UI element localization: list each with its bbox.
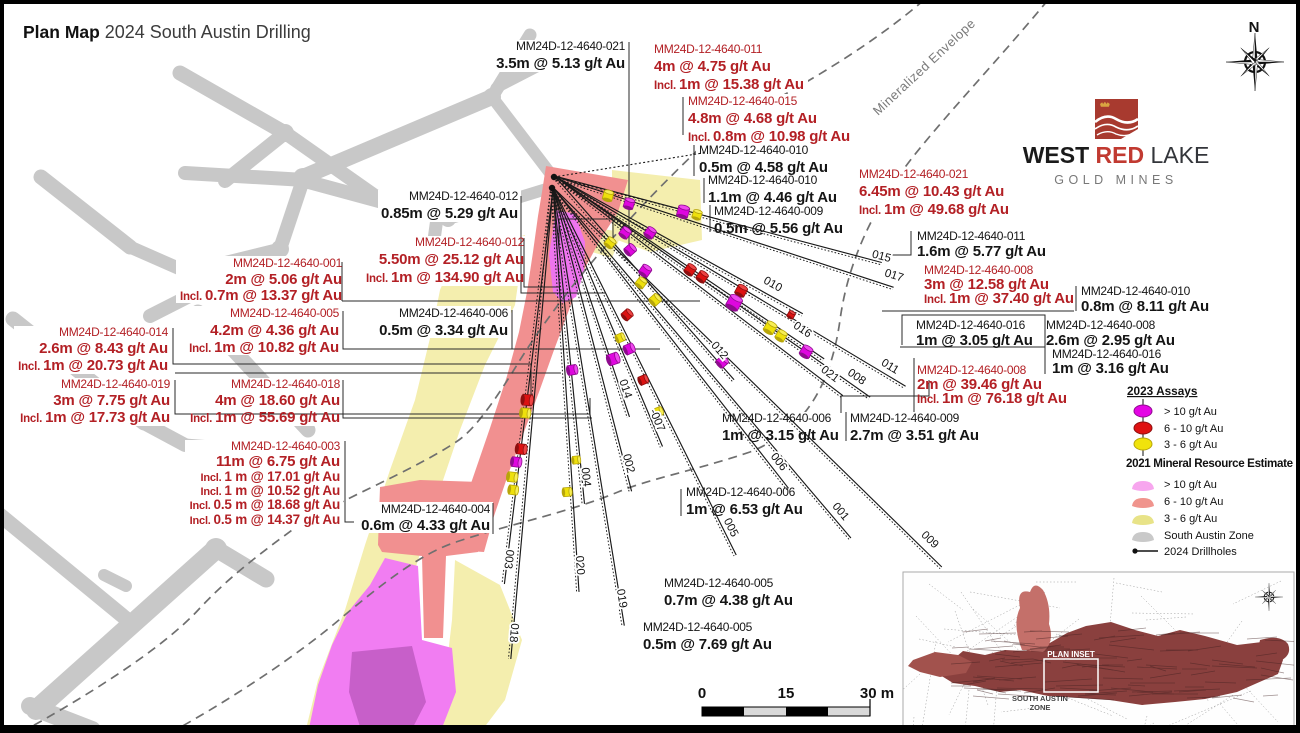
svg-text:Incl. 1m @ 55.69 g/t Au: Incl. 1m @ 55.69 g/t Au xyxy=(190,409,340,426)
svg-text:1.1m @ 4.46 g/t Au: 1.1m @ 4.46 g/t Au xyxy=(708,189,837,206)
svg-text:MM24D-12-4640-016: MM24D-12-4640-016 xyxy=(916,318,1026,332)
svg-text:5.50m @ 25.12 g/t Au: 5.50m @ 25.12 g/t Au xyxy=(379,251,524,268)
svg-text:Incl. 1m @ 20.73 g/t Au: Incl. 1m @ 20.73 g/t Au xyxy=(18,357,168,374)
svg-text:2021 Mineral Resource Estimate: 2021 Mineral Resource Estimate xyxy=(1126,457,1294,470)
svg-text:MM24D-12-4640-006: MM24D-12-4640-006 xyxy=(399,306,509,320)
svg-text:4m @ 4.75 g/t Au: 4m @ 4.75 g/t Au xyxy=(654,58,771,75)
svg-text:MM24D-12-4640-011: MM24D-12-4640-011 xyxy=(654,42,763,56)
svg-text:MM24D-12-4640-010: MM24D-12-4640-010 xyxy=(1081,284,1191,298)
svg-text:MM24D-12-4640-021: MM24D-12-4640-021 xyxy=(859,167,969,181)
svg-text:MM24D-12-4640-021: MM24D-12-4640-021 xyxy=(516,39,626,53)
svg-text:Incl. 1m @ 10.82 g/t Au: Incl. 1m @ 10.82 g/t Au xyxy=(189,339,339,356)
svg-text:4.2m @ 4.36 g/t Au: 4.2m @ 4.36 g/t Au xyxy=(210,322,339,339)
svg-text:South Austin Zone: South Austin Zone xyxy=(1164,530,1254,542)
svg-text:MM24D-12-4640-005: MM24D-12-4640-005 xyxy=(230,306,340,320)
svg-text:2.6m @ 8.43 g/t Au: 2.6m @ 8.43 g/t Au xyxy=(39,340,168,357)
svg-text:MM24D-12-4640-005: MM24D-12-4640-005 xyxy=(664,576,774,590)
svg-text:2023 Assays: 2023 Assays xyxy=(1127,384,1198,398)
svg-text:MM24D-12-4640-011: MM24D-12-4640-011 xyxy=(917,229,1026,243)
svg-text:MM24D-12-4640-012: MM24D-12-4640-012 xyxy=(415,235,525,249)
svg-text:Incl. 1 m @ 17.01 g/t Au: Incl. 1 m @ 17.01 g/t Au xyxy=(201,469,340,484)
svg-text:1m @ 3.05 g/t Au: 1m @ 3.05 g/t Au xyxy=(916,332,1033,349)
svg-text:0.85m @ 5.29 g/t Au: 0.85m @ 5.29 g/t Au xyxy=(381,205,518,222)
svg-text:MM24D-12-4640-009: MM24D-12-4640-009 xyxy=(714,204,824,218)
svg-text:3 - 6 g/t Au: 3 - 6 g/t Au xyxy=(1164,439,1217,451)
svg-text:Incl. 0.7m @ 13.37 g/t Au: Incl. 0.7m @ 13.37 g/t Au xyxy=(180,287,342,304)
svg-text:2.6m @ 2.95 g/t Au: 2.6m @ 2.95 g/t Au xyxy=(1046,332,1175,349)
svg-text:2m @ 5.06 g/t Au: 2m @ 5.06 g/t Au xyxy=(225,271,342,288)
svg-text:MM24D-12-4640-008: MM24D-12-4640-008 xyxy=(924,263,1034,277)
svg-text:0.5m @ 5.56 g/t Au: 0.5m @ 5.56 g/t Au xyxy=(714,220,843,237)
svg-text:> 10 g/t Au: > 10 g/t Au xyxy=(1164,406,1217,418)
svg-text:Incl. 1m @ 15.38 g/t Au: Incl. 1m @ 15.38 g/t Au xyxy=(654,76,804,93)
svg-text:2.7m @ 3.51 g/t Au: 2.7m @ 3.51 g/t Au xyxy=(850,427,979,444)
svg-text:3m @ 12.58 g/t Au: 3m @ 12.58 g/t Au xyxy=(924,276,1049,293)
svg-text:2024 Drillholes: 2024 Drillholes xyxy=(1164,546,1237,558)
svg-text:ZONE: ZONE xyxy=(1030,703,1051,712)
svg-text:4m @ 18.60 g/t Au: 4m @ 18.60 g/t Au xyxy=(215,392,340,409)
svg-text:MM24D-12-4640-009: MM24D-12-4640-009 xyxy=(850,411,960,425)
svg-text:1m @ 3.16 g/t Au: 1m @ 3.16 g/t Au xyxy=(1052,360,1169,377)
svg-text:1m @ 3.15 g/t Au: 1m @ 3.15 g/t Au xyxy=(722,427,839,444)
svg-text:0.5m @ 3.34 g/t Au: 0.5m @ 3.34 g/t Au xyxy=(379,322,508,339)
svg-text:MM24D-12-4640-003: MM24D-12-4640-003 xyxy=(231,439,341,453)
svg-text:Incl. 1m @ 76.18 g/t Au: Incl. 1m @ 76.18 g/t Au xyxy=(917,390,1067,407)
svg-text:018: 018 xyxy=(507,623,521,643)
svg-text:6.45m @ 10.43 g/t Au: 6.45m @ 10.43 g/t Au xyxy=(859,183,1004,200)
svg-text:MM24D-12-4640-008: MM24D-12-4640-008 xyxy=(917,363,1027,377)
svg-text:WEST RED LAKE: WEST RED LAKE xyxy=(1023,142,1210,168)
svg-text:1m @ 6.53 g/t Au: 1m @ 6.53 g/t Au xyxy=(686,501,803,518)
svg-text:0.8m @ 8.11 g/t Au: 0.8m @ 8.11 g/t Au xyxy=(1081,298,1209,315)
svg-text:Incl. 0.5 m @ 18.68 g/t Au: Incl. 0.5 m @ 18.68 g/t Au xyxy=(190,497,340,512)
svg-text:0: 0 xyxy=(698,685,706,702)
svg-text:0.7m @ 4.38 g/t Au: 0.7m @ 4.38 g/t Au xyxy=(664,592,793,609)
svg-text:MM24D-12-4640-005: MM24D-12-4640-005 xyxy=(643,620,753,634)
svg-text:N: N xyxy=(1249,19,1260,36)
svg-text:Incl. 1m @ 134.90 g/t Au: Incl. 1m @ 134.90 g/t Au xyxy=(366,269,524,286)
svg-text:Incl. 0.5 m @ 14.37 g/t Au: Incl. 0.5 m @ 14.37 g/t Au xyxy=(190,512,340,527)
svg-text:Plan Map 2024 South Austin Dri: Plan Map 2024 South Austin Drilling xyxy=(23,22,311,42)
svg-text:Incl. 1 m @ 10.52 g/t Au: Incl. 1 m @ 10.52 g/t Au xyxy=(201,483,340,498)
svg-text:3.5m @ 5.13 g/t Au: 3.5m @ 5.13 g/t Au xyxy=(496,55,625,72)
svg-text:MM24D-12-4640-010: MM24D-12-4640-010 xyxy=(708,173,818,187)
svg-text:MM24D-12-4640-006: MM24D-12-4640-006 xyxy=(722,411,832,425)
svg-text:MM24D-12-4640-004: MM24D-12-4640-004 xyxy=(381,502,491,516)
svg-text:Incl. 0.8m @ 10.98 g/t Au: Incl. 0.8m @ 10.98 g/t Au xyxy=(688,128,850,145)
svg-text:0.6m @ 4.33 g/t Au: 0.6m @ 4.33 g/t Au xyxy=(361,517,490,534)
svg-text:Incl. 1m @ 37.40 g/t Au: Incl. 1m @ 37.40 g/t Au xyxy=(924,290,1074,307)
svg-text:0.5m @ 7.69 g/t Au: 0.5m @ 7.69 g/t Au xyxy=(643,636,772,653)
svg-text:> 10 g/t Au: > 10 g/t Au xyxy=(1164,479,1217,491)
svg-text:MM24D-12-4640-012: MM24D-12-4640-012 xyxy=(409,189,519,203)
svg-text:GOLD MINES: GOLD MINES xyxy=(1054,173,1178,187)
svg-text:3 - 6 g/t Au: 3 - 6 g/t Au xyxy=(1164,513,1217,525)
svg-text:MM24D-12-4640-018: MM24D-12-4640-018 xyxy=(231,377,341,391)
svg-text:2m @ 39.46 g/t Au: 2m @ 39.46 g/t Au xyxy=(917,376,1042,393)
svg-text:Incl. 1m @ 17.73 g/t Au: Incl. 1m @ 17.73 g/t Au xyxy=(20,409,170,426)
svg-text:MM24D-12-4640-014: MM24D-12-4640-014 xyxy=(59,325,169,339)
svg-text:6 - 10 g/t Au: 6 - 10 g/t Au xyxy=(1164,496,1223,508)
svg-text:4.8m @ 4.68 g/t Au: 4.8m @ 4.68 g/t Au xyxy=(688,110,817,127)
svg-text:0.5m @ 4.58 g/t Au: 0.5m @ 4.58 g/t Au xyxy=(699,159,828,176)
svg-text:MM24D-12-4640-015: MM24D-12-4640-015 xyxy=(688,94,798,108)
svg-text:003: 003 xyxy=(501,549,515,570)
svg-text:Incl. 1m @ 49.68 g/t Au: Incl. 1m @ 49.68 g/t Au xyxy=(859,201,1009,218)
svg-text:PLAN INSET: PLAN INSET xyxy=(1047,650,1095,659)
svg-text:019: 019 xyxy=(614,588,629,609)
svg-text:MM24D-12-4640-019: MM24D-12-4640-019 xyxy=(61,377,171,391)
svg-text:MM24D-12-4640-008: MM24D-12-4640-008 xyxy=(1046,318,1156,332)
svg-text:30 m: 30 m xyxy=(860,685,894,702)
svg-text:MM24D-12-4640-010: MM24D-12-4640-010 xyxy=(699,143,809,157)
svg-text:1.6m @ 5.77 g/t Au: 1.6m @ 5.77 g/t Au xyxy=(917,243,1046,260)
svg-text:MM24D-12-4640-016: MM24D-12-4640-016 xyxy=(1052,347,1162,361)
svg-text:SOUTH AUSTIN: SOUTH AUSTIN xyxy=(1012,694,1068,703)
svg-text:MM24D-12-4640-006: MM24D-12-4640-006 xyxy=(686,485,796,499)
svg-text:020: 020 xyxy=(573,555,586,575)
svg-text:MM24D-12-4640-001: MM24D-12-4640-001 xyxy=(233,256,343,270)
svg-text:6 - 10 g/t Au: 6 - 10 g/t Au xyxy=(1164,423,1223,435)
svg-text:15: 15 xyxy=(778,685,795,702)
svg-text:11m @ 6.75 g/t Au: 11m @ 6.75 g/t Au xyxy=(216,453,340,470)
svg-text:004: 004 xyxy=(579,467,593,488)
svg-text:3m @ 7.75 g/t Au: 3m @ 7.75 g/t Au xyxy=(53,392,170,409)
